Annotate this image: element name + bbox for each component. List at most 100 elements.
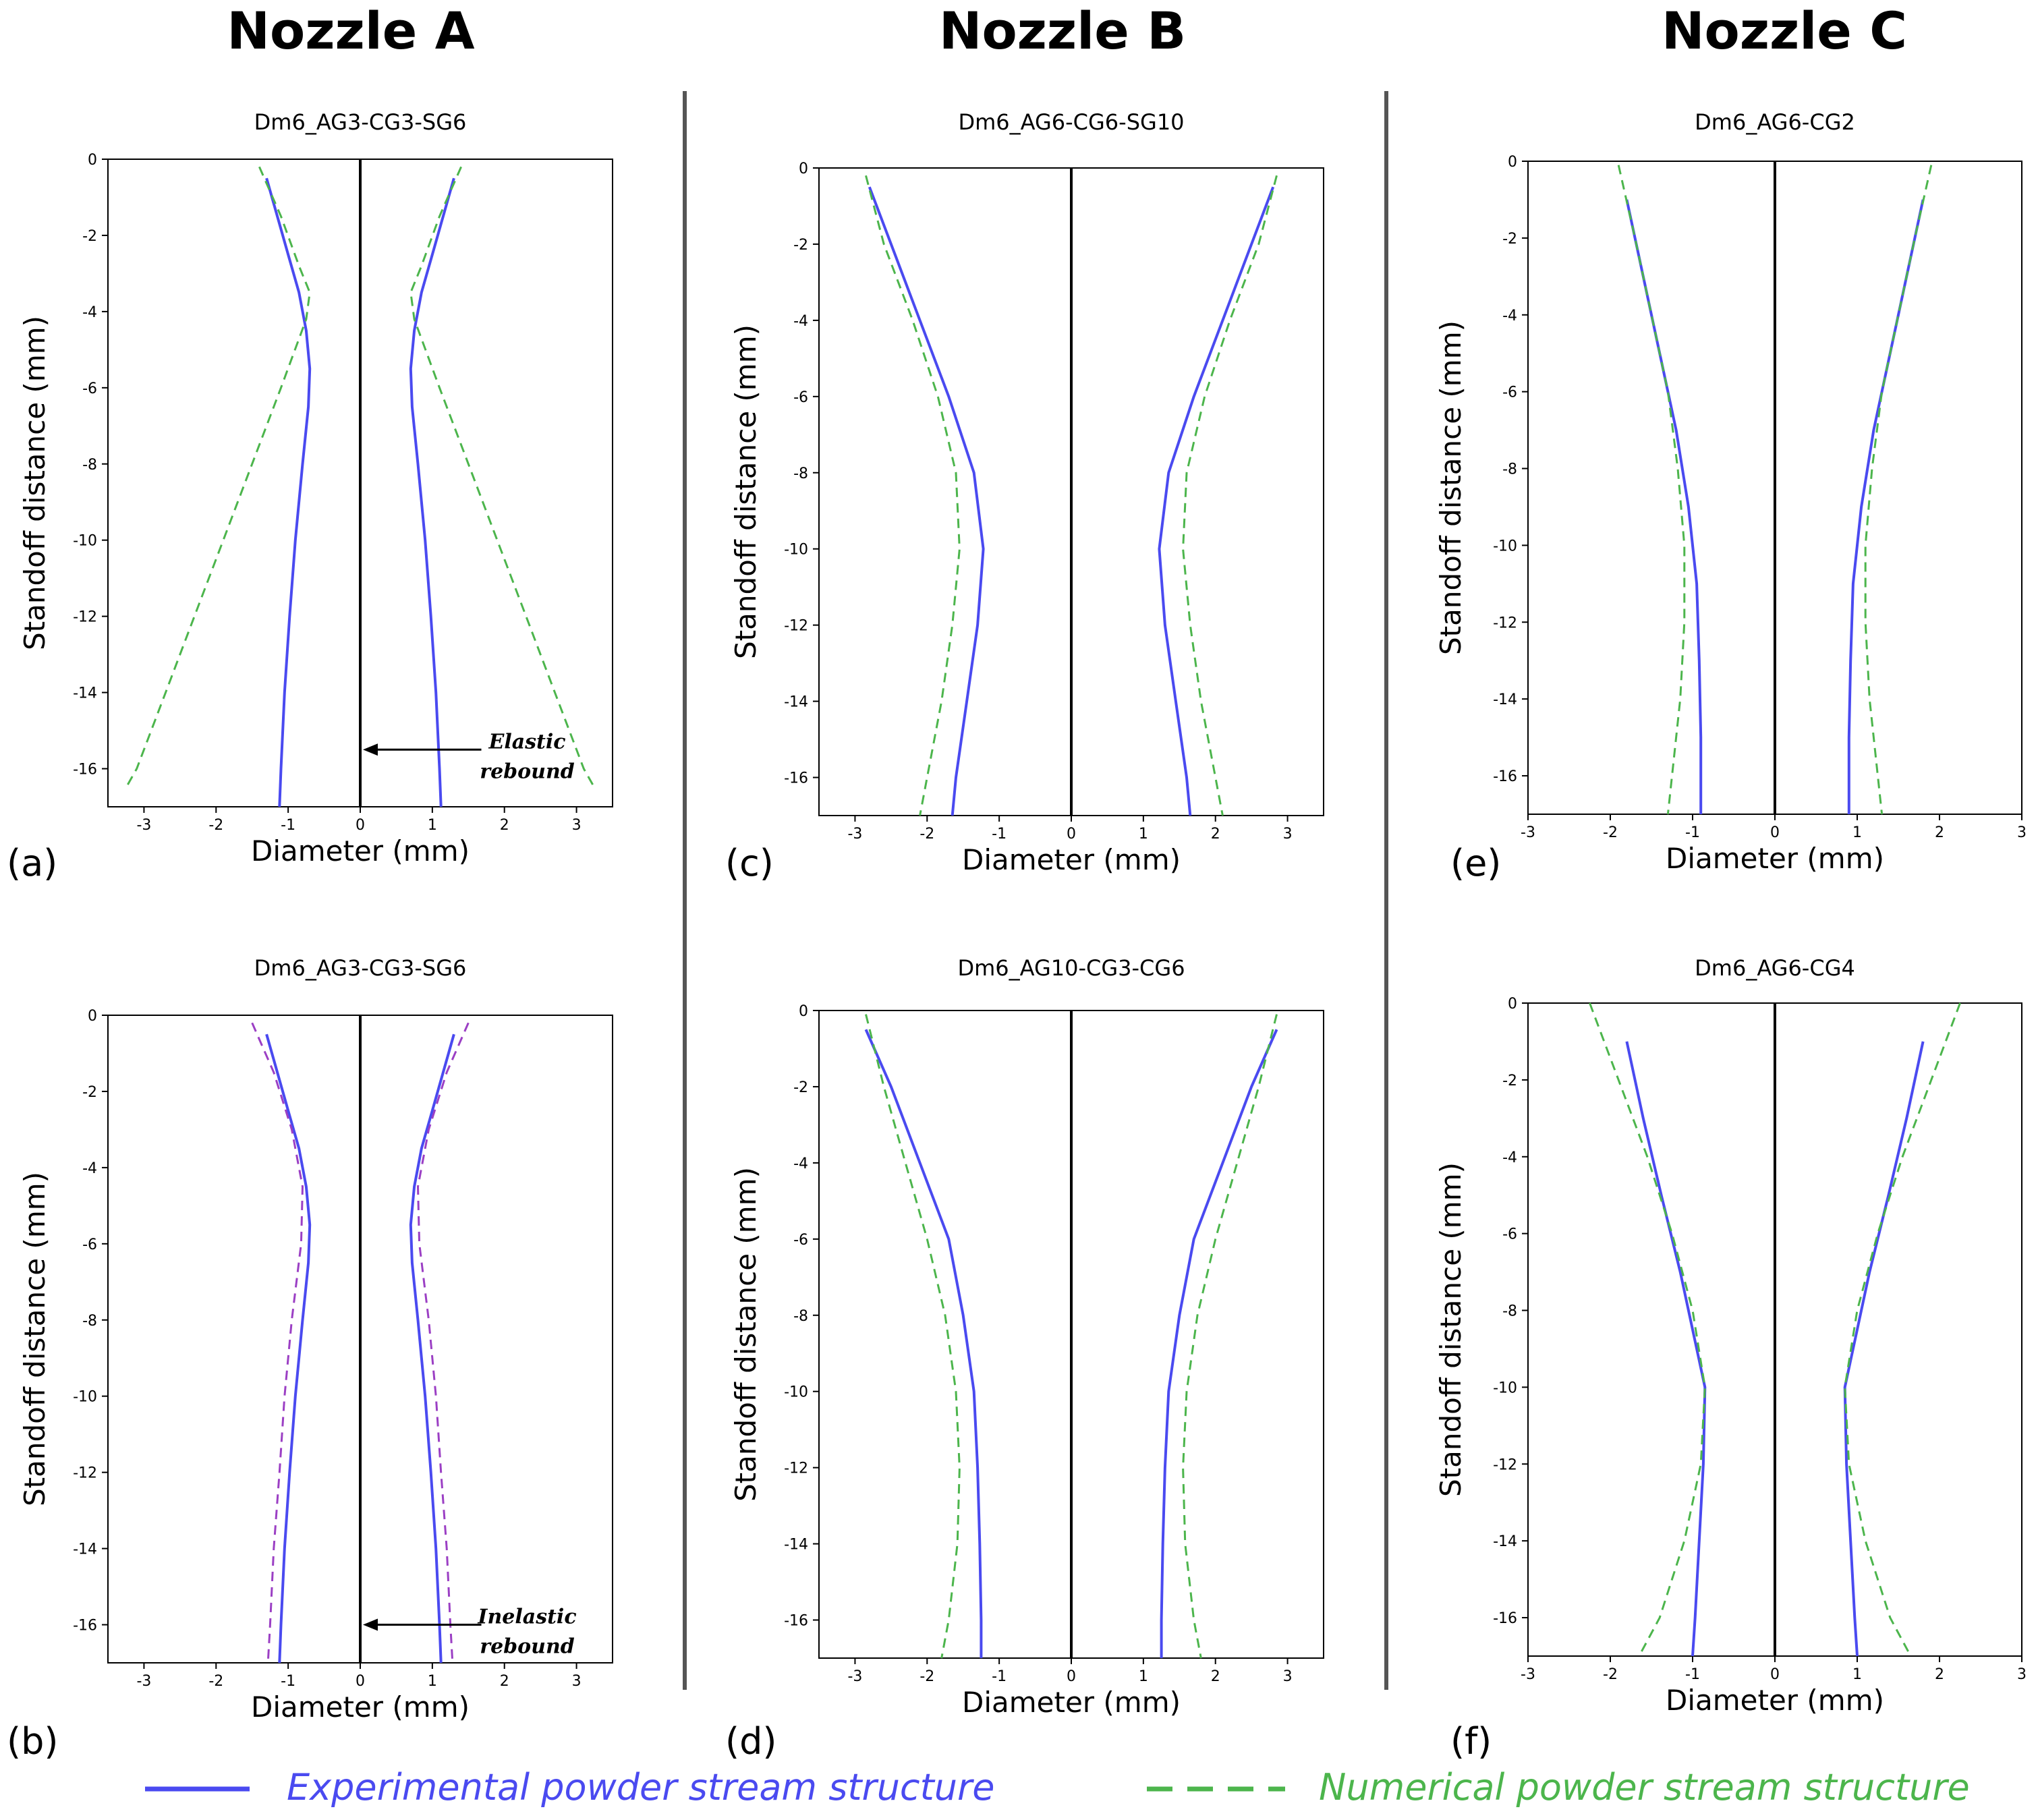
chart-title: Dm6_AG6-CG2 (1695, 109, 1855, 135)
y-tick-label: 0 (1508, 996, 1517, 1013)
y-tick-label: -12 (784, 1460, 808, 1477)
chart-title: Dm6_AG3-CG3-SG6 (254, 109, 467, 135)
x-tick-label: 1 (428, 1673, 437, 1690)
annotation-arrow-head (363, 743, 378, 756)
x-tick-label: 2 (1935, 1666, 1944, 1683)
x-tick-label: -2 (208, 817, 223, 834)
x-tick-label: 3 (2017, 824, 2027, 841)
legend-experimental-label: Experimental powder stream structure (287, 1766, 994, 1809)
x-tick-label: -1 (992, 826, 1007, 843)
x-tick-label: -1 (1685, 1666, 1700, 1683)
annotation-text: rebound (480, 760, 575, 783)
y-tick-label: -16 (1493, 1610, 1517, 1627)
x-tick-label: -2 (1603, 1666, 1618, 1683)
y-tick-label: -10 (73, 533, 97, 550)
y-tick-label: -6 (1502, 385, 1517, 401)
y-tick-label: -16 (784, 770, 808, 787)
numerical-curve-right (1182, 1014, 1278, 1659)
y-axis-label: Standoff distance (mm) (1434, 1162, 1467, 1497)
y-tick-label: -12 (73, 1465, 97, 1482)
numerical-curve-left (251, 1022, 304, 1663)
chart-title: Dm6_AG6-CG4 (1695, 955, 1855, 981)
x-tick-label: 2 (1211, 826, 1220, 843)
y-tick-label: -12 (784, 618, 808, 635)
y-tick-label: -4 (1502, 1149, 1517, 1166)
y-tick-label: 0 (88, 152, 97, 169)
numerical-curve-left (125, 166, 311, 789)
chart-title: Dm6_AG3-CG3-SG6 (254, 955, 467, 981)
y-axis-label: Standoff distance (mm) (1434, 320, 1467, 655)
numerical-curve-right (409, 166, 596, 789)
annotation-text: rebound (480, 1635, 575, 1659)
y-tick-label: 0 (799, 1003, 808, 1020)
x-axis-label: Diameter (mm) (962, 843, 1181, 876)
y-tick-label: -14 (784, 1537, 808, 1554)
x-tick-label: 0 (1770, 1666, 1780, 1683)
x-tick-label: 0 (356, 817, 365, 834)
experimental-curve-right (1843, 1041, 1925, 1657)
y-tick-label: -16 (73, 762, 97, 778)
y-tick-label: -8 (82, 1313, 97, 1330)
chart-panel-a: Dm6_AG3-CG3-SG6-3 -2 -1 0 1 2 30-2-4-6-8-10-12… (7, 109, 613, 884)
x-tick-label: -2 (208, 1673, 223, 1690)
y-tick-label: -16 (784, 1613, 808, 1630)
x-tick-label: -1 (281, 1673, 295, 1690)
x-tick-label: 3 (2017, 1666, 2027, 1683)
panel-label: (b) (7, 1720, 58, 1763)
y-axis-label: Standoff distance (mm) (18, 1172, 51, 1506)
panel-label: (e) (1450, 842, 1501, 884)
y-tick-label: -4 (82, 304, 97, 321)
chart-panel-e: Dm6_AG6-CG2-3 -2 -1 0 1 2 30-2-4-6-8-10-12-14-… (1434, 109, 2027, 884)
x-tick-label: -2 (1603, 824, 1618, 841)
x-tick-label: 3 (1283, 1668, 1293, 1685)
x-tick-label: 2 (1211, 1668, 1220, 1685)
x-tick-label: -1 (281, 817, 295, 834)
experimental-curve-right (409, 1033, 455, 1663)
y-tick-label: -8 (1502, 461, 1517, 478)
x-tick-label: 2 (1935, 824, 1944, 841)
numerical-curve-right (417, 1022, 470, 1663)
y-tick-label: -6 (82, 1236, 97, 1253)
experimental-curve-left (1625, 199, 1703, 814)
x-tick-label: -1 (992, 1668, 1007, 1685)
x-tick-label: -3 (847, 1668, 862, 1685)
annotation-text: Elastic (488, 730, 565, 753)
numerical-curve-left (1617, 165, 1686, 815)
annotation-arrow-head (363, 1618, 378, 1631)
x-tick-label: 0 (1067, 826, 1076, 843)
numerical-curve-right (1844, 1002, 1961, 1657)
y-tick-label: -10 (784, 1384, 808, 1401)
y-tick-label: -12 (1493, 1456, 1517, 1473)
numerical-curve-right (1864, 165, 1933, 815)
y-tick-label: 0 (799, 161, 808, 177)
y-tick-label: 0 (1508, 154, 1517, 171)
panel-label: (f) (1450, 1720, 1492, 1763)
y-axis-label: Standoff distance (mm) (729, 1167, 762, 1502)
y-axis-label: Standoff distance (mm) (18, 316, 51, 650)
x-tick-label: -3 (847, 826, 862, 843)
y-tick-label: -8 (82, 457, 97, 474)
x-axis-label: Diameter (mm) (251, 1690, 470, 1724)
y-tick-label: -8 (793, 465, 808, 482)
y-tick-label: -10 (1493, 1380, 1517, 1396)
x-tick-label: -1 (1685, 824, 1700, 841)
legend: Experimental powder stream structure Num… (145, 1766, 1970, 1809)
nozzle-a-title: Nozzle A (227, 1, 474, 61)
y-tick-label: -4 (1502, 308, 1517, 324)
chart-panel-d: Dm6_AG10-CG3-CG6-3 -2 -1 0 1 2 30-2-4-6-8-10-1… (725, 955, 1324, 1763)
y-tick-label: -16 (73, 1618, 97, 1634)
experimental-curve-left (265, 1033, 312, 1663)
y-tick-label: -4 (82, 1160, 97, 1177)
experimental-curve-left (868, 186, 985, 816)
numerical-curve-left (865, 175, 961, 816)
x-tick-label: 1 (1139, 826, 1148, 843)
nozzle-c-title: Nozzle C (1662, 1, 1907, 61)
x-tick-label: 3 (572, 1673, 582, 1690)
x-tick-label: 2 (500, 817, 509, 834)
y-tick-label: -6 (793, 389, 808, 406)
x-tick-label: 3 (1283, 826, 1293, 843)
y-tick-label: -4 (793, 1156, 808, 1172)
chart-title: Dm6_AG10-CG3-CG6 (957, 955, 1185, 981)
experimental-curve-left (1625, 1041, 1707, 1657)
